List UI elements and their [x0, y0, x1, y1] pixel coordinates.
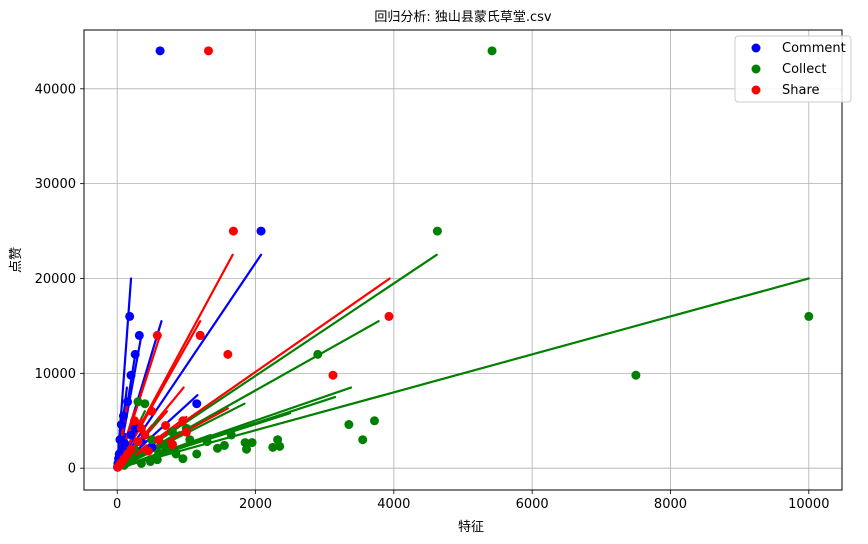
- legend-label-comment: Comment: [782, 41, 846, 56]
- collect-point: [313, 349, 323, 359]
- x-tick-label: 4000: [377, 497, 410, 512]
- y-tick-label: 40000: [35, 82, 76, 97]
- collect-point: [212, 443, 222, 453]
- grid-lines: [84, 30, 842, 490]
- comment-point: [256, 226, 266, 236]
- legend-label-share: Share: [782, 83, 820, 98]
- comment-point: [125, 311, 135, 321]
- comment-point: [130, 423, 140, 433]
- comment-point: [116, 420, 126, 430]
- share-point: [223, 349, 233, 359]
- collect-point: [136, 458, 146, 468]
- share-point: [133, 437, 143, 447]
- collect-point: [147, 435, 157, 445]
- collect-point: [192, 449, 202, 459]
- share-point: [140, 430, 150, 440]
- x-tick-label: 0: [113, 497, 121, 512]
- collect-point: [154, 448, 164, 458]
- scatter-points: [113, 46, 814, 472]
- comment-point: [192, 399, 202, 409]
- collect-point: [185, 435, 195, 445]
- y-axis-title: 点赞: [9, 247, 24, 273]
- share-point: [228, 226, 238, 236]
- collect-point: [219, 440, 229, 450]
- comment-point: [126, 370, 136, 380]
- share-point: [195, 330, 205, 340]
- share-point: [129, 416, 139, 426]
- share-point: [178, 416, 188, 426]
- collect-point: [240, 438, 250, 448]
- share-point: [181, 427, 191, 437]
- collect-point: [631, 370, 641, 380]
- share-point: [384, 311, 394, 321]
- x-tick-label: 10000: [788, 497, 829, 512]
- y-tick-label: 30000: [35, 177, 76, 192]
- share-point: [143, 446, 153, 456]
- share-point: [154, 435, 164, 445]
- collect-point: [344, 420, 354, 430]
- share-point: [161, 421, 171, 431]
- plot-area-frame: [83, 29, 843, 491]
- collect-point: [247, 438, 257, 448]
- legend-marker-share: [751, 85, 761, 95]
- x-tick-label: 2000: [239, 497, 272, 512]
- legend-label-collect: Collect: [782, 62, 827, 77]
- x-tick-label: 8000: [654, 497, 687, 512]
- axis-ticks: 0 2000 4000 6000 8000 10000 0 10000 20000 30000 40…: [35, 82, 830, 512]
- share-point: [168, 439, 178, 449]
- collect-point: [804, 311, 814, 321]
- share-point: [203, 46, 213, 56]
- comment-point: [134, 330, 144, 340]
- collect-point: [178, 454, 188, 464]
- chart-title: 回归分析: 独山县蒙氏草堂.csv: [374, 10, 552, 25]
- collect-point: [140, 399, 150, 409]
- collect-point: [358, 435, 368, 445]
- legend: Comment Collect Share: [734, 35, 852, 103]
- collect-point: [487, 46, 497, 56]
- collect-point: [168, 427, 178, 437]
- collect-point: [432, 226, 442, 236]
- collect-point: [369, 416, 379, 426]
- y-tick-label: 20000: [35, 272, 76, 287]
- share-point: [152, 330, 162, 340]
- comment-point: [123, 397, 133, 407]
- comment-point: [130, 349, 140, 359]
- share-point: [147, 406, 157, 416]
- share-point: [136, 423, 146, 433]
- y-tick-label: 0: [68, 462, 76, 477]
- collect-point: [226, 430, 236, 440]
- legend-box: [734, 35, 852, 103]
- collect-point: [171, 449, 181, 459]
- collect-point: [145, 457, 155, 467]
- share-regression-line: [116, 277, 391, 470]
- comment-point: [155, 46, 165, 56]
- collect-point: [133, 397, 143, 407]
- y-tick-label: 10000: [35, 367, 76, 382]
- share-point: [328, 370, 338, 380]
- x-axis-title: 特征: [458, 520, 484, 535]
- collect-point: [275, 441, 285, 451]
- share-point: [113, 462, 123, 472]
- legend-marker-comment: [751, 43, 761, 53]
- legend-marker-collect: [751, 64, 761, 74]
- comment-point: [126, 430, 136, 440]
- collect-point: [202, 437, 212, 447]
- comment-point: [118, 411, 128, 421]
- x-tick-label: 6000: [516, 497, 549, 512]
- collect-point: [268, 442, 278, 452]
